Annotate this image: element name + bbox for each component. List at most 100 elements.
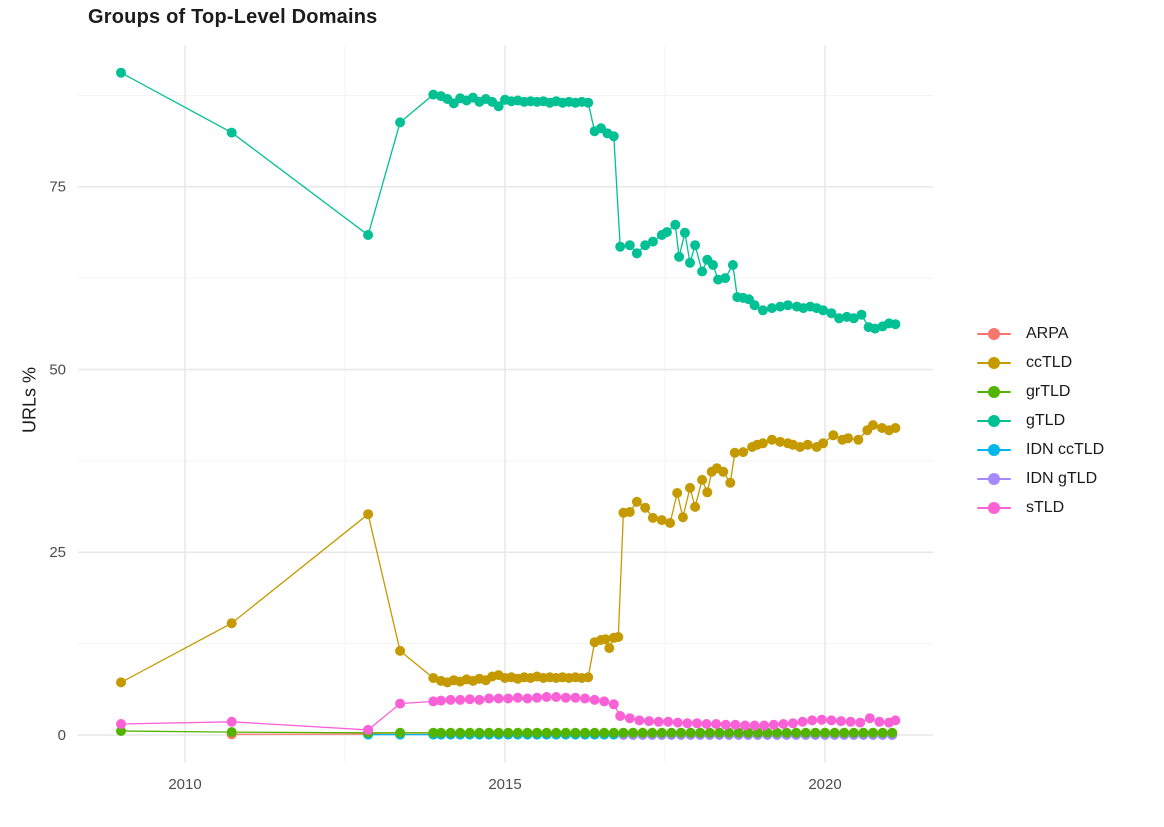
legend-item-cctld: ccTLD [977,348,1104,377]
series-point-grtld [116,726,126,736]
series-point-grtld [656,727,667,738]
series-point-stld [608,699,619,710]
series-point-cctld [226,618,237,629]
legend-label: ccTLD [1026,353,1073,371]
legend-item-idn-cctld: IDN ccTLD [977,435,1104,464]
series-point-gtld [834,313,845,324]
series-point-grtld [436,727,446,738]
series-point-stld [749,720,760,731]
series-point-stld [455,694,466,705]
series-point-cctld [624,507,635,517]
series-point-gtld [690,240,701,251]
series-point-grtld [484,727,494,738]
legend-label: grTLD [1026,382,1071,400]
series-point-cctld [890,423,901,433]
series-point-grtld [820,727,830,738]
series-point-gtld [608,131,619,142]
series-point-gtld [708,260,718,270]
legend-item-arpa: ARPA [977,319,1104,348]
series-point-gtld [674,251,685,262]
series-point-stld [503,693,514,704]
series-point-cctld [690,501,701,512]
y-tick-label: 0 [58,727,66,744]
series-point-stld [826,715,837,726]
legend-label: IDN gTLD [1026,469,1098,487]
series-point-cctld [868,420,878,431]
series-point-stld [740,720,750,731]
series-point-stld [816,714,827,725]
series-point-grtld [560,727,571,738]
series-point-stld [428,696,439,707]
series-point-gtld [685,257,695,268]
series-point-gtld [856,309,867,320]
series-point-grtld [570,727,581,738]
series-point-gtld [848,313,859,324]
series-point-gtld [679,227,690,238]
series-point-stld [890,715,901,726]
y-tick-label: 25 [49,544,66,561]
series-point-grtld [848,727,859,738]
series-point-grtld [829,727,840,738]
series-point-stld [474,694,485,705]
series-point-stld [845,716,856,727]
series-point-cctld [843,433,854,444]
series-point-grtld [714,727,725,738]
series-point-grtld [618,727,629,738]
legend-item-idn-gtld: IDN gTLD [977,464,1104,493]
series-point-gtld [615,241,626,252]
series-point-grtld [464,727,475,738]
series-point-stld [855,717,866,728]
series-point-grtld [647,727,658,738]
series-point-cctld [795,442,806,452]
series-point-grtld [599,727,610,738]
series-point-gtld [775,301,786,312]
series-point-grtld [541,727,552,738]
series-point-grtld [810,727,821,738]
series-point-grtld [445,727,456,738]
series-point-gtld [395,117,406,128]
series-point-cctld [631,496,642,507]
series-point-gtld [363,230,374,240]
series-point-cctld [697,474,708,485]
series-point-cctld [818,438,829,449]
series-point-gtld [766,303,777,314]
series-point-cctld [600,634,611,645]
series-point-stld [836,716,846,727]
series-point-gtld [818,305,829,316]
series-point-cctld [613,632,624,642]
series-point-gtld [631,248,642,259]
series-point-cctld [677,512,688,523]
series-point-stld [864,713,875,724]
series-point-gtld [727,260,738,270]
series-point-cctld [766,434,777,445]
series-point-stld [759,720,770,731]
series-point-stld [778,719,789,729]
series-point-gtld [782,300,793,311]
series-point-stld [522,693,533,704]
series-point-cctld [828,430,839,441]
series-point-cctld [757,438,768,449]
series-point-stld [682,718,693,729]
legend-key-dot [988,327,1000,340]
series-point-gtld [647,236,658,247]
series-point-stld [730,719,741,730]
series-point-stld [551,692,562,702]
series-point-grtld [493,727,504,738]
series-point-grtld [628,727,638,738]
legend-key-dot [988,356,1000,369]
series-point-grtld [428,727,439,738]
series-point-stld [701,719,712,729]
series-point-stld [395,698,406,709]
series-point-stld [874,716,885,727]
series-point-grtld [637,727,648,738]
series-point-cctld [583,672,594,683]
series-point-grtld [512,727,523,738]
legend-key-dot [988,501,1000,514]
series-point-grtld [589,727,600,738]
series-point-grtld [781,727,792,738]
series-point-cctld [363,509,374,520]
series-point-cctld [853,434,864,445]
series-point-gtld [661,227,672,238]
series-point-stld [589,694,600,705]
